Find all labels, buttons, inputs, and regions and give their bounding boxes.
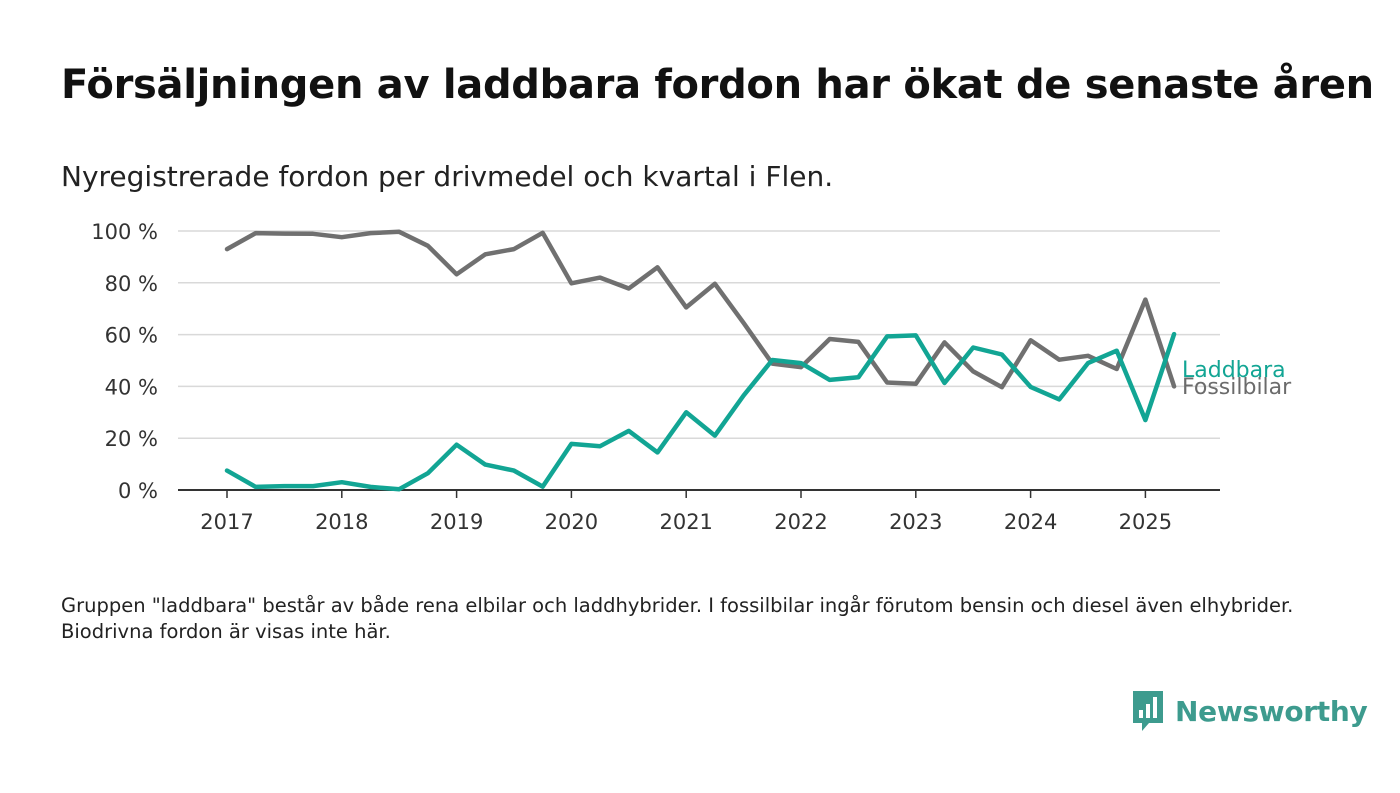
x-tick-label: 2023 — [889, 510, 942, 534]
x-tick-label: 2018 — [315, 510, 368, 534]
series-line-fossilbilar — [224, 229, 1177, 390]
y-tick-label: 60 % — [105, 324, 158, 348]
x-tick-label: 2022 — [774, 510, 827, 534]
y-tick-label: 0 % — [118, 479, 158, 503]
footnote: Gruppen "laddbara" består av både rena e… — [61, 594, 1294, 643]
newsworthy-logo[interactable]: Newsworthy — [1131, 689, 1368, 733]
x-tick-label: 2024 — [1004, 510, 1057, 534]
y-tick-label: 40 % — [105, 375, 158, 399]
line-chart: 0 % 20 % 40 % 60 % 80 % 100 % 2017 2018 2019 202… — [91, 220, 1292, 534]
y-tick-label: 80 % — [105, 272, 158, 296]
x-axis-ticks: 2017 2018 2019 2020 2021 2022 2023 2024 2025 — [200, 490, 1172, 534]
brand-name: Newsworthy — [1175, 694, 1368, 728]
series-label-laddbara: Laddbara — [1182, 358, 1286, 383]
y-axis-ticks: 0 % 20 % 40 % 60 % 80 % 100 % — [91, 220, 158, 503]
series-line-laddbara — [224, 331, 1177, 492]
series-lines — [224, 229, 1177, 492]
y-tick-label: 100 % — [91, 220, 158, 244]
x-tick-label: 2021 — [659, 510, 712, 534]
chart-title: Försäljningen av laddbara fordon har öka… — [61, 62, 1374, 108]
x-tick-label: 2025 — [1119, 510, 1172, 534]
x-tick-label: 2020 — [545, 510, 598, 534]
gridlines — [178, 230, 1220, 439]
x-tick-label: 2017 — [200, 510, 253, 534]
y-tick-label: 20 % — [105, 427, 158, 451]
series-label-fossilbilar: Fossilbilar — [1182, 375, 1292, 400]
chart-subtitle: Nyregistrerade fordon per drivmedel och … — [61, 160, 834, 193]
x-tick-label: 2019 — [430, 510, 483, 534]
newsworthy-logo-icon — [1133, 691, 1163, 731]
